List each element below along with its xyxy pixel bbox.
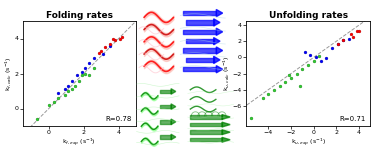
Point — [86, 74, 92, 76]
Point — [82, 67, 88, 69]
Point — [82, 72, 88, 75]
Point — [100, 53, 106, 56]
Point — [277, 84, 283, 87]
Polygon shape — [222, 137, 230, 142]
Point — [91, 57, 97, 59]
Point — [302, 51, 308, 54]
Text: R=0.71: R=0.71 — [339, 116, 366, 122]
Title: Folding rates: Folding rates — [46, 11, 113, 20]
Point — [98, 50, 104, 52]
Y-axis label: k$_{u,calc}$ (s$^{-1}$): k$_{u,calc}$ (s$^{-1}$) — [221, 56, 231, 91]
Point — [299, 68, 305, 71]
Point — [282, 80, 288, 83]
Y-axis label: k$_{f,calc}$ (s$^{-1}$): k$_{f,calc}$ (s$^{-1}$) — [3, 56, 13, 91]
Point — [76, 79, 82, 82]
Point — [348, 33, 354, 35]
Polygon shape — [171, 119, 176, 124]
Point — [117, 37, 123, 40]
Point — [311, 60, 317, 63]
Polygon shape — [222, 122, 230, 127]
Polygon shape — [171, 134, 176, 140]
Point — [112, 39, 118, 41]
Point — [86, 62, 92, 64]
Point — [286, 74, 292, 76]
Polygon shape — [216, 28, 223, 35]
Point — [318, 59, 324, 62]
Point — [354, 30, 360, 33]
Point — [335, 43, 341, 46]
Point — [110, 37, 116, 40]
Polygon shape — [222, 130, 230, 135]
Polygon shape — [171, 104, 176, 109]
Point — [335, 43, 341, 46]
Point — [72, 85, 78, 87]
Point — [107, 44, 113, 47]
Point — [107, 43, 113, 45]
Polygon shape — [216, 47, 223, 54]
Point — [340, 39, 346, 42]
Point — [265, 93, 271, 95]
Point — [297, 84, 303, 87]
X-axis label: k$_{f,exp}$ (s$^{-1}$): k$_{f,exp}$ (s$^{-1}$) — [62, 136, 96, 148]
Polygon shape — [214, 19, 220, 26]
Point — [96, 51, 102, 54]
Point — [346, 38, 352, 40]
Point — [68, 88, 74, 90]
Point — [316, 55, 322, 57]
Point — [62, 88, 68, 90]
X-axis label: k$_{u,exp}$ (s$^{-1}$): k$_{u,exp}$ (s$^{-1}$) — [291, 136, 325, 148]
Polygon shape — [214, 38, 220, 45]
Point — [288, 76, 294, 79]
Point — [340, 39, 346, 42]
Polygon shape — [216, 66, 223, 73]
Point — [54, 92, 60, 94]
Point — [65, 85, 71, 87]
Point — [294, 72, 300, 75]
Point — [350, 36, 356, 38]
Point — [65, 90, 71, 92]
Point — [329, 47, 335, 50]
Point — [313, 55, 319, 58]
Point — [307, 54, 313, 56]
Polygon shape — [222, 115, 230, 119]
Point — [323, 57, 329, 59]
Polygon shape — [216, 9, 223, 17]
Point — [79, 70, 85, 73]
Point — [74, 74, 80, 76]
Point — [51, 100, 57, 103]
Point — [102, 46, 108, 48]
Point — [260, 97, 266, 99]
Point — [271, 88, 277, 91]
Point — [356, 30, 362, 32]
Polygon shape — [214, 56, 220, 63]
Polygon shape — [171, 89, 176, 94]
Point — [68, 79, 74, 82]
Title: Unfolding rates: Unfolding rates — [268, 11, 348, 20]
Point — [62, 93, 68, 96]
Point — [79, 74, 85, 76]
Point — [91, 67, 97, 69]
Point — [119, 36, 125, 38]
Point — [54, 97, 60, 99]
Point — [46, 104, 52, 106]
Point — [305, 64, 311, 67]
Point — [34, 118, 40, 120]
Text: R=0.78: R=0.78 — [105, 116, 132, 122]
Point — [248, 117, 254, 119]
